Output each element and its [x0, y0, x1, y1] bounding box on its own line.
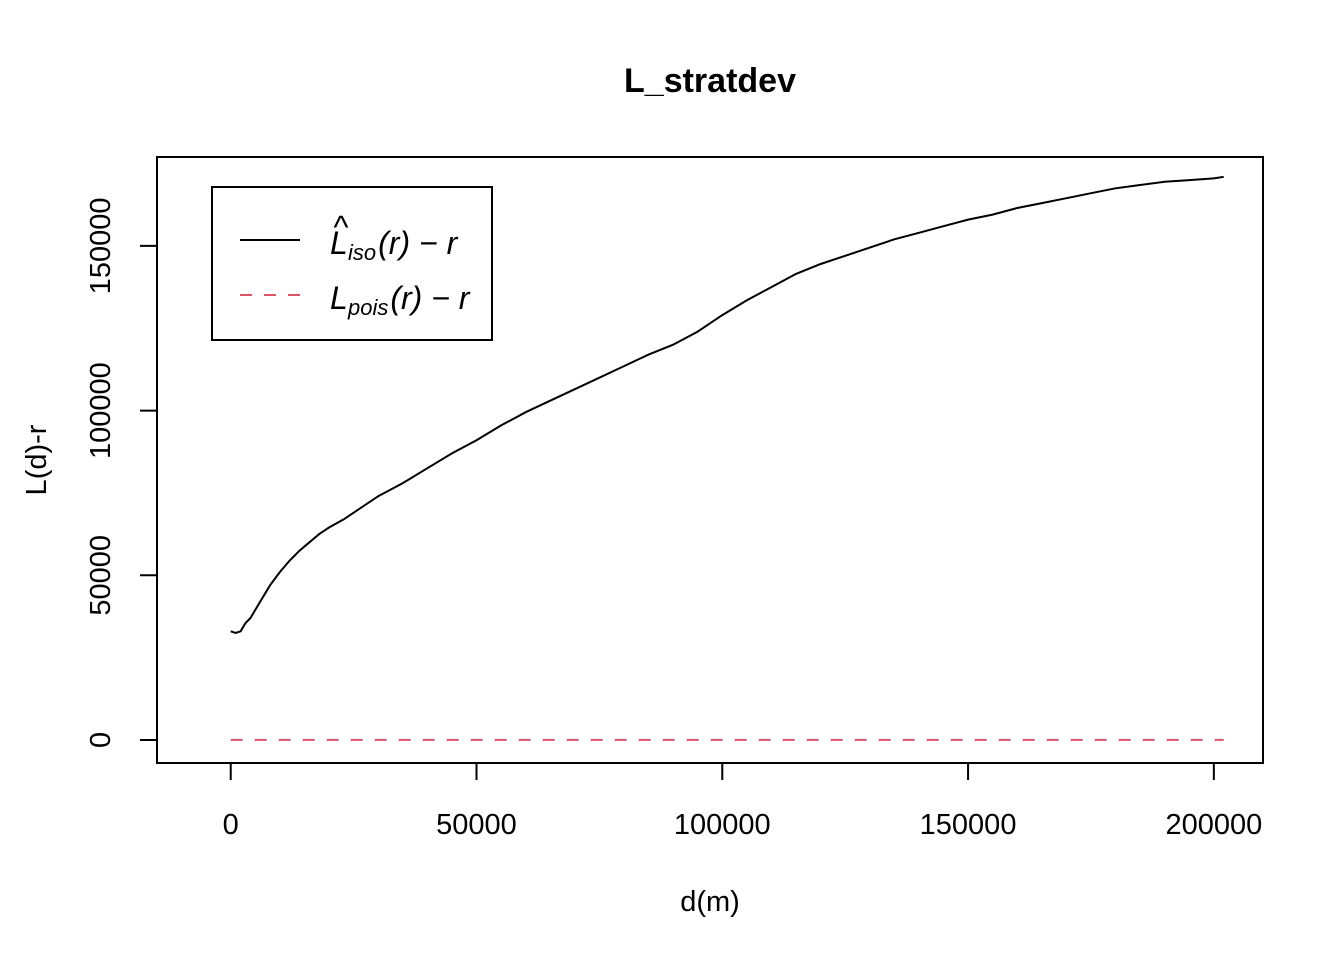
x-tick-label: 0	[223, 809, 239, 841]
legend-label-main: L	[330, 280, 348, 316]
legend-label-hat: ^	[333, 209, 349, 245]
x-axis-label: d(m)	[680, 886, 740, 918]
chart-title: L_stratdev	[624, 62, 796, 100]
legend-label-main: L	[330, 225, 348, 261]
x-tick-label: 100000	[674, 809, 771, 841]
y-tick-label: 50000	[85, 535, 117, 616]
y-axis-label: L(d)-r	[21, 424, 53, 495]
y-tick-label: 100000	[85, 362, 117, 459]
legend-label-rest: (r) − r	[390, 280, 470, 316]
x-tick-label: 200000	[1165, 809, 1262, 841]
legend-box	[211, 186, 493, 341]
series-layer	[230, 175, 1224, 741]
y-tick-label: 150000	[85, 198, 117, 295]
legend-label-sub: pois	[347, 295, 388, 320]
legend-label-sub: iso	[348, 240, 376, 265]
series-line-iso	[230, 175, 1224, 634]
x-tick-label: 50000	[436, 809, 517, 841]
x-axis: 0 50000 100000 150000 200000	[223, 762, 1262, 841]
legend: L^iso (r) − rL pois (r) − r	[211, 186, 493, 341]
y-axis: 0 50000 100000 150000	[85, 198, 158, 748]
x-tick-label: 150000	[920, 809, 1017, 841]
y-tick-label: 0	[85, 732, 117, 748]
legend-label-rest: (r) − r	[378, 225, 458, 261]
